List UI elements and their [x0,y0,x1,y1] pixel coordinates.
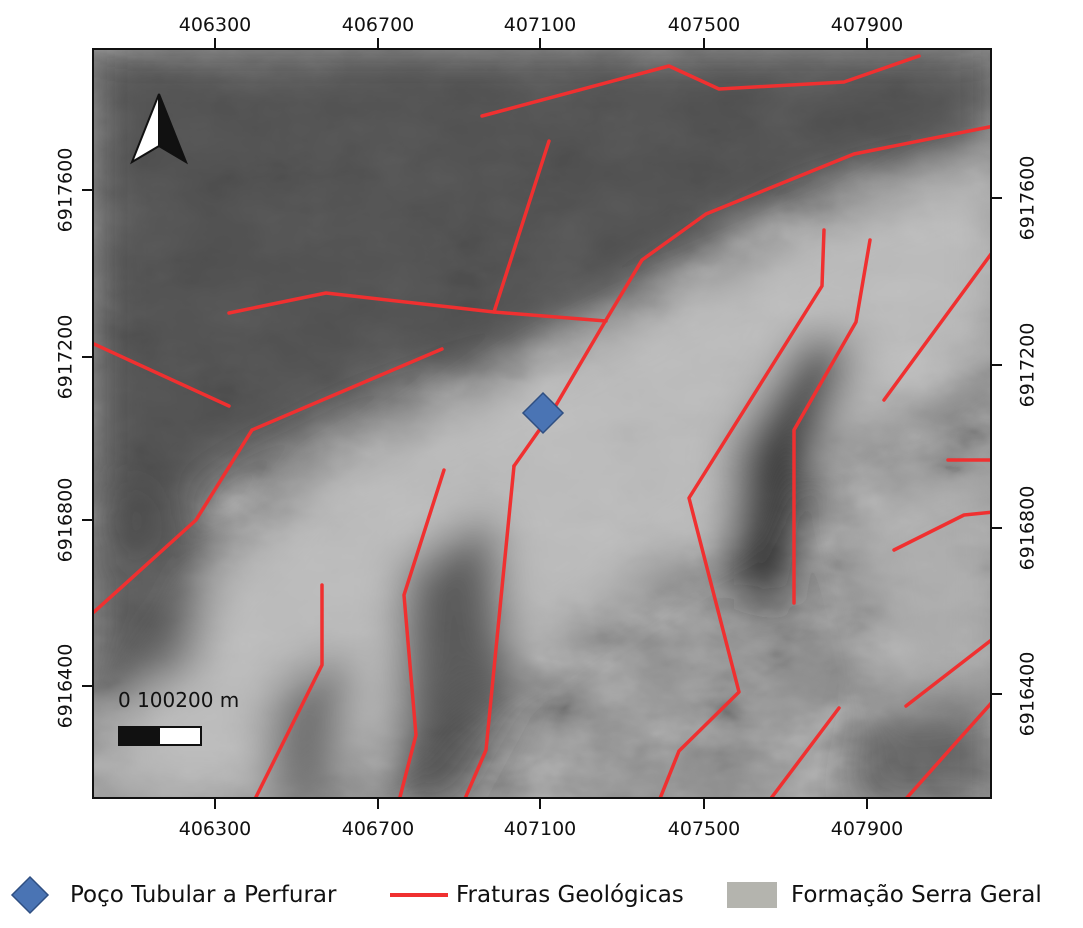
tick-mark [703,799,705,809]
y-tick-label-right: 6916800 [1016,485,1039,571]
fracture-line [769,706,841,797]
tick-mark [82,356,92,358]
scale-bar: 0 100200 m [118,688,239,746]
fracture-line [398,468,446,797]
fracture-line [254,583,324,797]
legend-label-formation: Formação Serra Geral [791,882,1042,908]
tick-mark [866,38,868,48]
y-tick-label-left: 6917600 [54,147,77,233]
x-tick-label-top: 407900 [830,14,904,36]
y-tick-label-right: 6917200 [1016,322,1039,408]
tick-mark [377,38,379,48]
well-marker[interactable] [521,391,565,435]
fracture-line [227,291,608,323]
legend: Poço Tubular a Perfurar Fraturas Geológi… [0,870,1083,920]
legend-item-well: Poço Tubular a Perfurar [10,870,336,920]
north-arrow-icon [130,93,188,165]
fracture-line [892,510,990,552]
y-tick-label-right: 6916400 [1016,651,1039,737]
legend-item-formation: Formação Serra Geral [727,870,1042,920]
legend-item-fracture: Fraturas Geológicas [390,870,684,920]
scale-bar-label: 0 100200 m [118,688,240,712]
y-tick-label-left: 6917200 [54,314,77,400]
tick-mark [82,519,92,521]
tick-mark [377,799,379,809]
fracture-line [792,238,872,605]
x-tick-label-bottom: 407100 [503,818,577,840]
fracture-line [904,638,990,708]
x-tick-label-bottom: 407900 [830,818,904,840]
map-frame [92,48,992,799]
swatch-icon [727,882,777,908]
fracture-line [492,139,551,314]
x-tick-label-bottom: 406300 [178,818,252,840]
tick-mark [866,799,868,809]
tick-mark [214,799,216,809]
fracture-line [94,342,231,408]
x-tick-label-top: 407100 [503,14,577,36]
fracture-line [905,701,990,797]
tick-mark [992,197,1002,199]
legend-label-well: Poço Tubular a Perfurar [70,882,337,908]
fracture-line [94,347,444,614]
fracture-line [463,464,516,797]
tick-mark [703,38,705,48]
legend-label-fracture: Fraturas Geológicas [456,882,684,908]
terrain-raster [94,50,990,797]
y-tick-label-left: 6916400 [54,643,77,729]
scale-bar-graphic [118,726,202,746]
tick-mark [992,527,1002,529]
map-canvas [94,50,990,797]
diamond-icon [10,875,50,915]
tick-mark [82,189,92,191]
x-tick-label-top: 406300 [178,14,252,36]
line-icon [390,893,448,897]
tick-mark [82,685,92,687]
fracture-line [658,228,826,797]
x-tick-label-top: 406700 [341,14,415,36]
x-tick-label-bottom: 407500 [667,818,741,840]
tick-mark [539,799,541,809]
tick-mark [214,38,216,48]
tick-mark [539,38,541,48]
y-tick-label-left: 6916800 [54,477,77,563]
tick-mark [992,693,1002,695]
tick-mark [992,364,1002,366]
fracture-line [480,54,921,118]
x-tick-label-bottom: 406700 [341,818,415,840]
x-tick-label-top: 407500 [667,14,741,36]
y-tick-label-right: 6917600 [1016,155,1039,241]
fracture-line [882,252,990,402]
